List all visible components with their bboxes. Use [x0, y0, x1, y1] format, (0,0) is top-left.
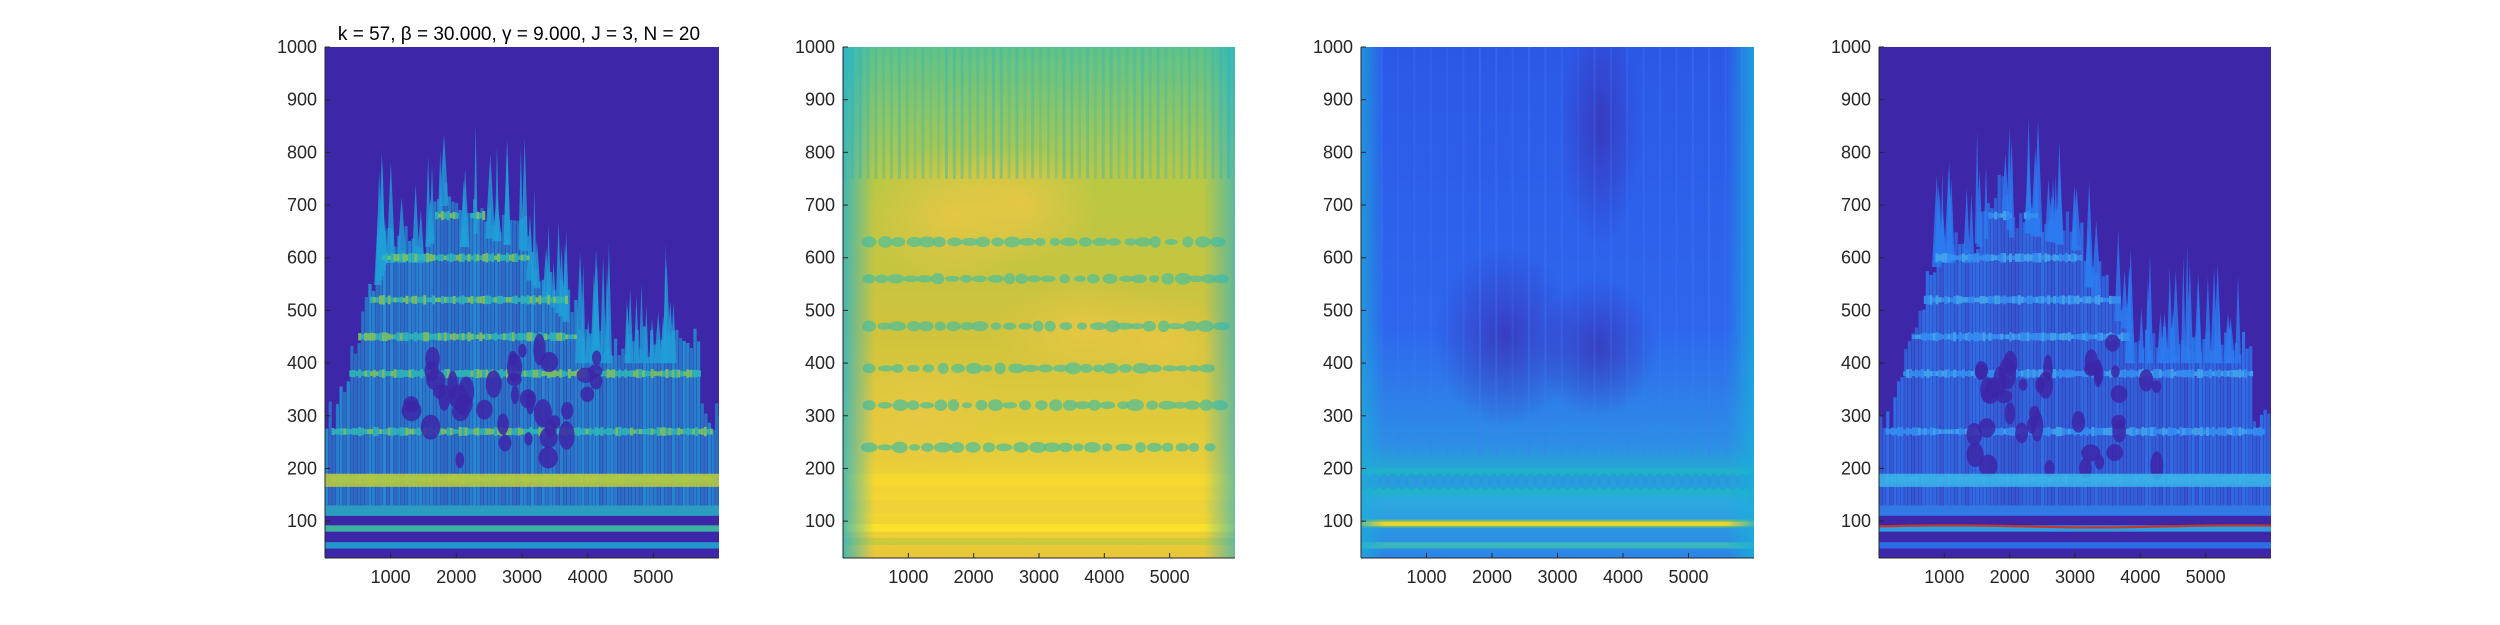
y-tick-label: 800 [287, 142, 317, 162]
y-tick-label: 200 [1841, 458, 1871, 478]
ridge-curve [1879, 524, 2271, 529]
x-tick-label: 1000 [888, 567, 928, 587]
panel-sparse-ridge: 100 200 300 400 500 600 700 800 900 1000 1000 2000 3… [1831, 37, 2271, 587]
heatmap-image [1879, 47, 2271, 558]
panel-smooth-dense: 100 200 300 400 500 600 700 800 900 1000 1000 2000 3… [795, 37, 1235, 587]
y-tick-label: 200 [1323, 458, 1353, 478]
y-tick-label: 700 [805, 195, 835, 215]
y-tick-label: 200 [287, 458, 317, 478]
y-tick-label: 300 [287, 406, 317, 426]
y-tick-label: 400 [805, 353, 835, 373]
x-tick-label: 5000 [2186, 567, 2226, 587]
x-tick-label: 1000 [1406, 567, 1446, 587]
x-tick-label: 4000 [1084, 567, 1124, 587]
x-tick-label: 2000 [954, 567, 994, 587]
y-tick-label: 100 [1323, 511, 1353, 531]
y-tick-label: 600 [287, 248, 317, 268]
y-tick-label: 300 [1841, 406, 1871, 426]
y-tick-label: 700 [1841, 195, 1871, 215]
y-tick-label: 800 [1841, 142, 1871, 162]
y-tick-label: 1000 [277, 37, 317, 57]
heatmap-image [325, 47, 719, 558]
x-tick-label: 2000 [1990, 567, 2030, 587]
heatmap-image [1361, 47, 1754, 558]
x-tick-label: 1000 [1924, 567, 1964, 587]
x-tick-label: 3000 [2055, 567, 2095, 587]
y-tick-label: 200 [805, 458, 835, 478]
y-tick-label: 1000 [795, 37, 835, 57]
y-tick-label: 600 [1323, 248, 1353, 268]
x-tick-label: 5000 [633, 567, 673, 587]
y-tick-label: 100 [287, 511, 317, 531]
x-tick-label: 5000 [1668, 567, 1708, 587]
x-tick-label: 3000 [502, 567, 542, 587]
x-tick-label: 2000 [1472, 567, 1512, 587]
y-tick-label: 800 [805, 142, 835, 162]
y-tick-label: 500 [1323, 300, 1353, 320]
y-tick-label: 400 [1841, 353, 1871, 373]
y-tick-label: 500 [805, 300, 835, 320]
heatmap-image [843, 47, 1235, 558]
y-tick-label: 100 [805, 511, 835, 531]
x-tick-label: 4000 [1603, 567, 1643, 587]
panel-low-energy: 100 200 300 400 500 600 700 800 900 1000 1000 2000 3… [1313, 37, 1754, 587]
y-tick-label: 600 [1841, 248, 1871, 268]
x-tick-label: 2000 [436, 567, 476, 587]
y-tick-label: 500 [287, 300, 317, 320]
y-tick-label: 600 [805, 248, 835, 268]
x-tick-label: 4000 [568, 567, 608, 587]
x-tick-label: 1000 [371, 567, 411, 587]
x-tick-label: 5000 [1150, 567, 1190, 587]
y-tick-label: 900 [805, 90, 835, 110]
y-tick-label: 700 [1323, 195, 1353, 215]
panel-sparse: 100 200 300 400 500 600 700 800 900 1000 1000 2000 3… [277, 37, 719, 587]
y-tick-label: 300 [805, 406, 835, 426]
chart-title: k = 57, β = 30.000, γ = 9.000, J = 3, N … [338, 24, 700, 45]
y-tick-label: 100 [1841, 511, 1871, 531]
y-tick-label: 400 [287, 353, 317, 373]
y-tick-label: 900 [1323, 90, 1353, 110]
y-tick-label: 700 [287, 195, 317, 215]
y-tick-label: 500 [1841, 300, 1871, 320]
y-tick-label: 800 [1323, 142, 1353, 162]
y-tick-label: 300 [1323, 406, 1353, 426]
x-tick-label: 3000 [1019, 567, 1059, 587]
y-tick-label: 400 [1323, 353, 1353, 373]
y-tick-label: 1000 [1313, 37, 1353, 57]
y-tick-label: 900 [1841, 90, 1871, 110]
x-tick-label: 3000 [1537, 567, 1577, 587]
y-tick-label: 1000 [1831, 37, 1871, 57]
y-tick-label: 900 [287, 90, 317, 110]
x-tick-label: 4000 [2120, 567, 2160, 587]
